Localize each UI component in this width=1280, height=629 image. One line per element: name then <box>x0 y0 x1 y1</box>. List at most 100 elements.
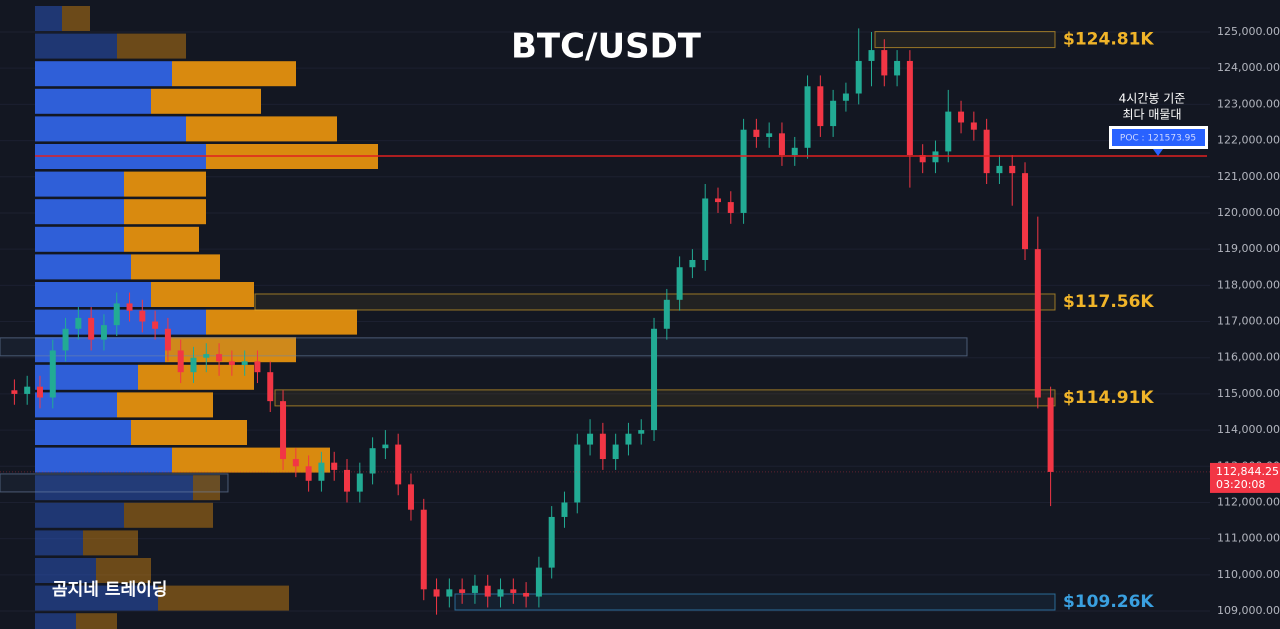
y-tick-label: 112,000.00 <box>1217 495 1280 508</box>
candle-body <box>190 357 197 373</box>
candle-body <box>638 430 645 434</box>
candle-body <box>1047 397 1054 472</box>
candle-body <box>254 361 261 373</box>
candle-body <box>497 589 504 597</box>
countdown-label: 03:20:08 <box>1216 478 1265 491</box>
candle-body <box>906 60 913 156</box>
zone-label: $124.81K <box>1063 30 1154 50</box>
sell-volume <box>186 116 337 142</box>
candle-body <box>676 267 683 300</box>
candle-body <box>433 589 440 597</box>
buy-volume <box>35 337 165 363</box>
y-tick-label: 122,000.00 <box>1217 134 1280 147</box>
sell-volume <box>83 530 138 556</box>
y-tick-label: 114,000.00 <box>1217 423 1280 436</box>
sell-volume <box>206 309 357 335</box>
sell-volume <box>131 420 247 445</box>
candle-body <box>356 473 363 492</box>
candle-body <box>970 122 977 130</box>
candle-body <box>894 60 901 76</box>
candle-body <box>791 147 798 156</box>
candle-body <box>228 361 235 365</box>
y-tick-label: 124,000.00 <box>1217 61 1280 74</box>
price-zone <box>274 389 1056 407</box>
candle-body <box>471 585 478 593</box>
candle-body <box>1034 249 1041 398</box>
candle-body <box>139 310 146 322</box>
y-tick-label: 121,000.00 <box>1217 170 1280 183</box>
candle-body <box>740 129 747 213</box>
sell-volume <box>151 282 254 307</box>
candle-body <box>344 469 351 492</box>
zone-label: $114.91K <box>1063 388 1154 408</box>
y-tick-label: 119,000.00 <box>1217 242 1280 255</box>
candle-body <box>24 386 31 394</box>
sell-volume <box>124 226 199 252</box>
candle-body <box>766 133 773 137</box>
sell-volume <box>131 254 220 280</box>
candle-body <box>817 86 824 127</box>
candle-body <box>100 325 107 340</box>
candle-body <box>88 317 95 340</box>
buy-volume <box>35 420 131 445</box>
candle-body <box>484 585 491 597</box>
price-zone <box>874 31 1056 49</box>
buy-volume <box>35 226 124 252</box>
watermark: 곰지네 트레이딩 <box>52 580 167 600</box>
candle-body <box>49 350 56 398</box>
buy-volume <box>35 585 158 611</box>
candle-body <box>280 401 287 460</box>
price-zone <box>254 293 1056 311</box>
candle-body <box>369 448 376 474</box>
chart-title: BTC/USDT <box>511 27 702 67</box>
y-tick-label: 123,000.00 <box>1217 97 1280 110</box>
buy-volume <box>35 88 151 114</box>
candle-body <box>778 133 785 156</box>
candle-body <box>1022 173 1029 250</box>
buy-volume <box>35 447 172 473</box>
sell-volume <box>124 502 213 528</box>
buy-volume <box>35 171 124 197</box>
candle-body <box>574 444 581 503</box>
sell-volume <box>172 447 330 473</box>
candle-body <box>945 111 952 152</box>
sell-volume <box>151 88 261 114</box>
candle-body <box>331 462 338 470</box>
candle-body <box>612 444 619 460</box>
candle-body <box>855 60 862 94</box>
buy-volume <box>35 309 206 335</box>
candle-body <box>842 93 849 101</box>
poc-box-inner <box>1112 129 1205 146</box>
candle-body <box>919 155 926 163</box>
candle-body <box>651 328 658 431</box>
candle-body <box>510 589 517 593</box>
candle-body <box>830 100 837 127</box>
zone-label: $109.26K <box>1063 592 1154 612</box>
candle-body <box>420 509 427 590</box>
sell-volume <box>117 33 186 59</box>
candle-body <box>75 317 82 329</box>
price-zone <box>0 337 968 357</box>
buy-volume <box>35 558 96 583</box>
candle-body <box>932 151 939 163</box>
sell-volume <box>193 475 220 501</box>
buy-volume <box>35 6 62 31</box>
y-tick-label: 125,000.00 <box>1217 25 1280 38</box>
candle-body <box>459 589 466 593</box>
candle-body <box>702 198 709 260</box>
sell-volume <box>158 585 289 611</box>
sell-volume <box>172 61 296 87</box>
candle-body <box>727 202 734 213</box>
buy-volume <box>35 613 76 629</box>
buy-volume <box>35 475 193 501</box>
candle-body <box>548 516 555 568</box>
candle-body <box>714 198 721 203</box>
sell-volume <box>124 171 206 197</box>
candle-body <box>881 50 888 76</box>
sell-volume <box>96 558 151 583</box>
price-zone <box>0 473 229 493</box>
candle-body <box>446 589 453 597</box>
candle-body <box>535 567 542 597</box>
candle-body <box>216 354 223 362</box>
candle-body <box>318 462 325 481</box>
